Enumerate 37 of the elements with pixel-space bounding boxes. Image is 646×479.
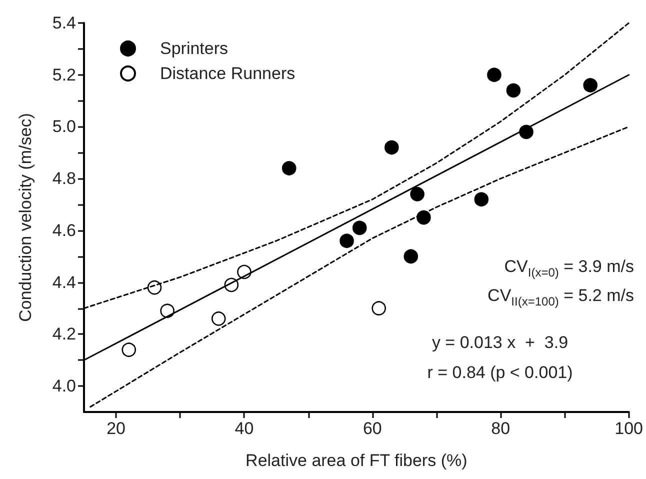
annotation: CV$_{II(x=100)}$ = 5.2 m/s	[488, 286, 634, 310]
x-tick-label: 20	[106, 419, 126, 438]
legend-label: Sprinters	[160, 39, 228, 58]
point	[506, 83, 521, 98]
point	[147, 280, 162, 295]
x-tick-label: 80	[491, 419, 510, 438]
annotation: r = 0.84 (p < 0.001)	[427, 363, 573, 383]
point	[404, 249, 418, 264]
y-tick-label: 4.0	[52, 376, 76, 396]
point	[352, 220, 367, 236]
point	[160, 304, 174, 318]
point	[282, 161, 296, 176]
x-tick-label: 100	[614, 419, 644, 438]
point	[372, 301, 386, 316]
point	[384, 140, 399, 155]
x-tick-label: 40	[234, 419, 254, 438]
point	[410, 187, 424, 202]
y-tick-label: 5.4	[52, 14, 76, 32]
x-axis-title: Relative area of FT fibers (%)	[246, 451, 468, 470]
y-tick-label: 5.0	[52, 117, 76, 136]
y-tick-label: 4.4	[52, 272, 76, 292]
point	[474, 192, 489, 206]
x-tick-label: 60	[362, 419, 382, 438]
point	[583, 78, 598, 92]
y-tick-label: 4.8	[52, 169, 76, 188]
point	[211, 311, 226, 326]
point	[487, 68, 502, 82]
annotation: y = 0.013 x + 3.9	[432, 333, 568, 353]
y-tick-label: 4.2	[52, 324, 76, 344]
legend-label: Distance Runners	[160, 64, 296, 83]
y-axis-title: Conduction velocity (m/sec)	[16, 113, 35, 322]
y-tick-label: 5.2	[52, 65, 76, 84]
point	[122, 342, 136, 357]
point	[416, 210, 431, 225]
y-tick-label: 4.6	[52, 220, 76, 240]
annotation: CV$_{I(x=0)}$ = 3.9 m/s	[504, 257, 634, 282]
point	[340, 234, 354, 248]
